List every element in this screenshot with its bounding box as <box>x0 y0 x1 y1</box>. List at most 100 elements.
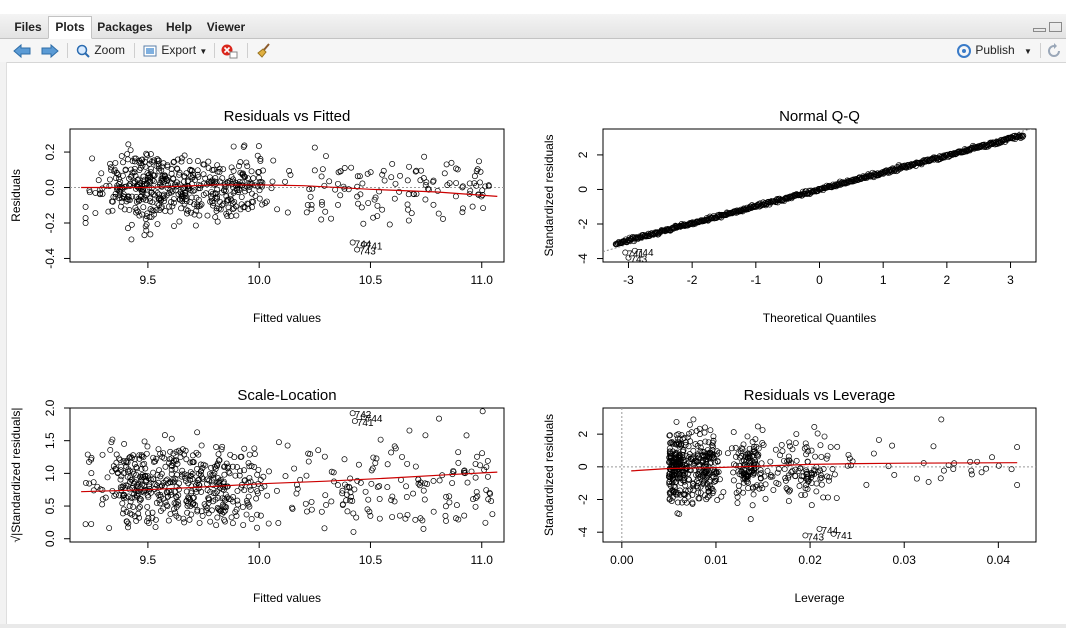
minimize-icon[interactable] <box>1033 28 1046 32</box>
data-point <box>359 180 366 187</box>
refresh-button[interactable] <box>1046 41 1062 60</box>
back-button[interactable] <box>12 41 32 60</box>
data-point <box>961 148 968 155</box>
data-point <box>798 492 805 498</box>
data-point <box>925 479 932 485</box>
data-point <box>152 516 159 523</box>
data-point <box>666 432 673 439</box>
data-point <box>337 168 344 175</box>
data-point <box>166 190 173 197</box>
data-point <box>739 446 746 453</box>
publish-button[interactable]: Publish ▼ <box>956 41 1032 60</box>
data-point <box>228 173 235 180</box>
data-point <box>683 499 690 506</box>
data-point <box>144 152 151 158</box>
data-point <box>131 158 138 165</box>
data-point <box>224 196 231 203</box>
data-point <box>245 460 252 467</box>
export-button[interactable]: Export ▼ <box>142 41 207 60</box>
tab-files[interactable]: Files <box>14 20 42 34</box>
data-point <box>472 503 479 510</box>
toolbar-separator <box>1040 43 1041 58</box>
remove-plot-button[interactable] <box>220 41 238 60</box>
data-point <box>379 206 386 213</box>
data-point <box>113 491 120 498</box>
data-point <box>177 189 184 196</box>
data-point <box>152 481 159 488</box>
data-point <box>775 466 782 472</box>
clear-plots-button[interactable] <box>255 41 273 60</box>
data-point <box>805 478 812 485</box>
toolbar-separator <box>134 43 135 58</box>
x-tick-label: 0.02 <box>798 553 822 567</box>
data-point <box>405 206 411 213</box>
data-point <box>167 511 174 518</box>
data-point <box>243 511 250 518</box>
data-point <box>236 182 243 189</box>
data-point <box>365 496 372 503</box>
data-point <box>215 494 221 501</box>
x-tick-label: 0.03 <box>893 553 917 567</box>
tab-viewer[interactable]: Viewer <box>206 20 246 34</box>
data-point <box>351 486 358 493</box>
data-point <box>173 494 180 501</box>
data-point <box>759 485 766 492</box>
data-point <box>275 439 282 446</box>
data-point <box>384 484 391 491</box>
data-point <box>143 477 150 484</box>
data-point <box>430 508 437 515</box>
data-point <box>188 209 194 216</box>
data-point <box>827 444 834 450</box>
data-point <box>237 467 243 474</box>
tab-help[interactable]: Help <box>165 20 192 34</box>
tab-plots[interactable]: Plots <box>48 16 92 39</box>
x-tick-label: 11.0 <box>471 553 494 567</box>
data-point <box>350 510 357 517</box>
outlier-point <box>622 249 629 256</box>
y-tick-label: -4 <box>576 527 590 538</box>
forward-button[interactable] <box>40 41 60 60</box>
data-point <box>463 432 470 439</box>
data-point <box>173 165 180 172</box>
outlier-point <box>351 418 358 425</box>
data-point <box>119 500 126 507</box>
data-point <box>120 185 126 192</box>
data-point <box>246 451 253 458</box>
data-point <box>236 187 243 194</box>
data-point <box>784 486 791 493</box>
data-point <box>376 515 383 522</box>
x-tick-label: 9.5 <box>140 273 157 287</box>
data-point <box>189 501 196 508</box>
data-point <box>446 499 453 506</box>
data-point <box>689 491 696 498</box>
data-point <box>813 480 820 487</box>
data-point <box>734 493 741 500</box>
outlier-point <box>354 246 361 253</box>
outlier-label: 744 <box>822 526 839 537</box>
zoom-button[interactable]: Zoom <box>75 41 125 60</box>
data-point <box>165 517 172 524</box>
data-point <box>701 453 708 460</box>
y-tick-label: -2 <box>576 218 590 229</box>
data-point <box>302 500 309 507</box>
data-point <box>232 472 239 479</box>
data-point <box>109 436 116 443</box>
data-point <box>154 189 161 196</box>
data-point <box>724 450 731 457</box>
data-point <box>818 453 825 460</box>
data-point <box>220 200 227 207</box>
data-point <box>183 206 190 213</box>
data-point <box>185 480 192 487</box>
data-point <box>231 454 238 461</box>
data-point <box>355 200 361 207</box>
data-point <box>804 458 811 465</box>
data-point <box>693 482 700 489</box>
maximize-icon[interactable] <box>1049 22 1062 32</box>
data-point <box>371 196 378 203</box>
data-point <box>189 188 196 195</box>
data-point <box>202 462 209 469</box>
tab-packages[interactable]: Packages <box>97 20 153 34</box>
data-point <box>246 474 253 481</box>
data-point <box>751 444 758 450</box>
